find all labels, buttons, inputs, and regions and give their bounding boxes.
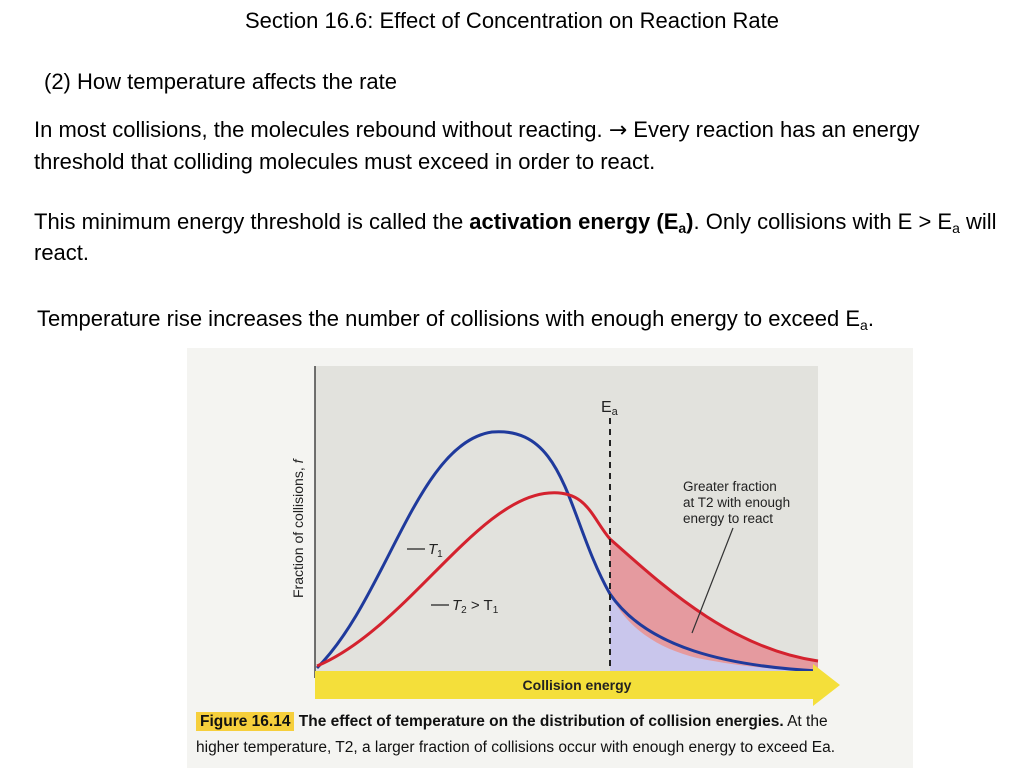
annotation-pointer <box>691 527 734 634</box>
paragraph-text: This minimum energy threshold is called … <box>34 209 470 234</box>
t2-curve <box>316 491 819 668</box>
paragraph-text: . Only collisions with E > E <box>693 209 953 234</box>
t2-label: T2 > T1 <box>452 597 499 616</box>
paragraph-text: Every reaction has an energy threshold t… <box>34 117 920 174</box>
annotation-greater-fraction: Greater fraction at T2 with enough energ… <box>683 479 794 526</box>
paragraph-text: will react. <box>34 209 997 265</box>
figure-caption-line1: Figure 16.14 The effect of temperature o… <box>196 712 828 731</box>
section-subtitle: (2) How temperature affects the rate <box>44 69 397 94</box>
activation-energy-term: activation energy (Ea) <box>469 209 694 236</box>
paragraph-text: In most collisions, the molecules reboun… <box>34 117 609 142</box>
figure-number-badge: Figure 16.14 <box>196 712 295 731</box>
paragraph-temperature-rise: Temperature rise increases the number of… <box>37 306 874 333</box>
figure-caption-line2: higher temperature, T2, a larger fractio… <box>196 739 836 756</box>
paragraph-activation-energy: This minimum energy threshold is called … <box>34 209 997 265</box>
distribution-diagram: Ea T1 T2 > T1 Greater fraction at T2 wit… <box>290 366 840 706</box>
ea-region-t1 <box>610 594 818 673</box>
paragraph-collisions: In most collisions, the molecules reboun… <box>34 114 1004 177</box>
right-arrow-icon: → <box>608 118 628 143</box>
y-axis-label: Fraction of collisions, f <box>290 457 306 598</box>
page-title: Section 16.6: Effect of Concentration on… <box>244 8 780 33</box>
t1-label: T1 <box>428 541 443 560</box>
x-axis-label: Collision energy <box>523 677 632 693</box>
ea-label: Ea <box>601 399 619 418</box>
plot-background <box>315 366 818 678</box>
ea-region-t2 <box>610 539 818 673</box>
collision-energy-arrow <box>315 664 840 706</box>
t1-curve <box>315 430 819 673</box>
figure-energy-distribution: Ea T1 T2 > T1 Greater fraction at T2 wit… <box>187 348 913 768</box>
